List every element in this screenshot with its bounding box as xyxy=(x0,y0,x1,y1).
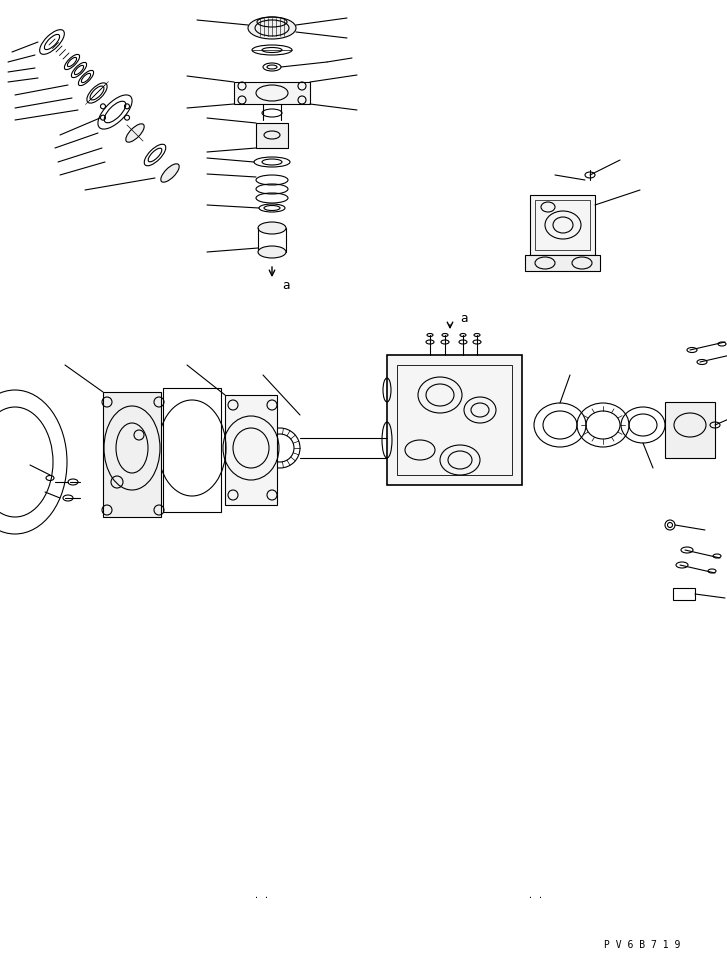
Bar xyxy=(256,123,288,148)
Bar xyxy=(665,402,715,458)
Text: P V 6 B 7 1 9: P V 6 B 7 1 9 xyxy=(603,940,680,950)
Bar xyxy=(387,355,522,485)
Ellipse shape xyxy=(161,164,179,182)
Bar xyxy=(163,388,221,512)
Bar xyxy=(525,255,600,271)
Bar xyxy=(225,395,277,505)
Bar xyxy=(673,588,695,600)
Bar xyxy=(535,200,590,250)
Text: . .: . . xyxy=(254,891,270,900)
Bar xyxy=(530,195,595,255)
Bar xyxy=(397,365,512,475)
Ellipse shape xyxy=(126,124,144,142)
Text: a: a xyxy=(282,279,289,291)
Text: a: a xyxy=(460,311,467,325)
Bar xyxy=(103,392,161,517)
Ellipse shape xyxy=(258,246,286,258)
Text: . .: . . xyxy=(528,891,542,900)
Ellipse shape xyxy=(248,17,296,39)
Ellipse shape xyxy=(258,222,286,234)
Bar xyxy=(234,82,310,104)
